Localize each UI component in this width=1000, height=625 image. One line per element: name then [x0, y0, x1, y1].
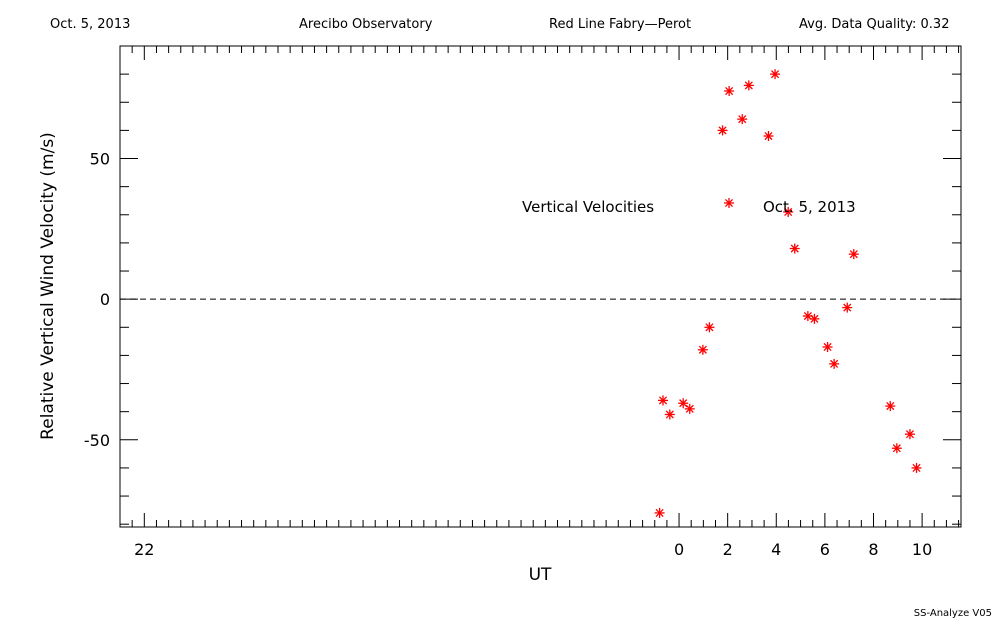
x-tick-label: 4 — [771, 540, 781, 559]
y-tick-label: 50 — [90, 150, 110, 169]
data-point — [697, 344, 708, 355]
y-tick-label: 0 — [100, 290, 110, 309]
x-axis-label: UT — [529, 565, 552, 585]
data-point — [724, 86, 735, 97]
data-point — [763, 131, 774, 142]
data-points — [654, 69, 922, 518]
legend-entry: Oct. 5, 2013 — [763, 198, 856, 216]
data-point — [678, 398, 689, 409]
data-point — [904, 429, 915, 440]
data-point — [743, 80, 754, 91]
data-point — [885, 401, 896, 412]
data-point — [848, 249, 859, 260]
x-axis: 22 0 2 4 6 8 10 — [131, 46, 960, 559]
data-point — [789, 243, 800, 254]
x-tick-label: 2 — [723, 540, 733, 559]
legend-label: Vertical Velocities — [522, 198, 654, 216]
plot-frame — [119, 45, 962, 528]
data-point — [717, 125, 728, 136]
x-tick-label: 22 — [134, 540, 154, 559]
legend-marker-symbol — [724, 198, 734, 208]
data-point — [684, 403, 695, 414]
data-point — [654, 507, 665, 518]
data-point — [664, 409, 675, 420]
data-point — [783, 206, 794, 217]
data-point — [704, 322, 715, 333]
data-point — [829, 358, 840, 369]
data-point — [737, 114, 748, 125]
data-point — [822, 341, 833, 352]
data-point — [911, 462, 922, 473]
footer-version: SS-Analyze V05 — [913, 608, 992, 619]
y-axis-label: Relative Vertical Wind Velocity (m/s) — [38, 132, 58, 440]
y-tick-label: -50 — [84, 431, 110, 450]
x-tick-label: 8 — [868, 540, 878, 559]
data-point — [842, 302, 853, 313]
legend-marker — [724, 198, 734, 208]
header-date: Oct. 5, 2013 — [50, 17, 131, 32]
header-instrument: Red Line Fabry—Perot — [549, 17, 692, 32]
header-quality: Avg. Data Quality: 0.32 — [799, 17, 950, 32]
y-axis: -50 0 50 — [84, 45, 961, 525]
data-point — [891, 443, 902, 454]
data-point — [658, 395, 669, 406]
data-point — [770, 69, 781, 80]
header-site: Arecibo Observatory — [299, 17, 433, 32]
x-tick-label: 0 — [674, 540, 684, 559]
x-tick-label: 6 — [820, 540, 830, 559]
data-point — [809, 313, 820, 324]
x-tick-label: 10 — [912, 540, 932, 559]
